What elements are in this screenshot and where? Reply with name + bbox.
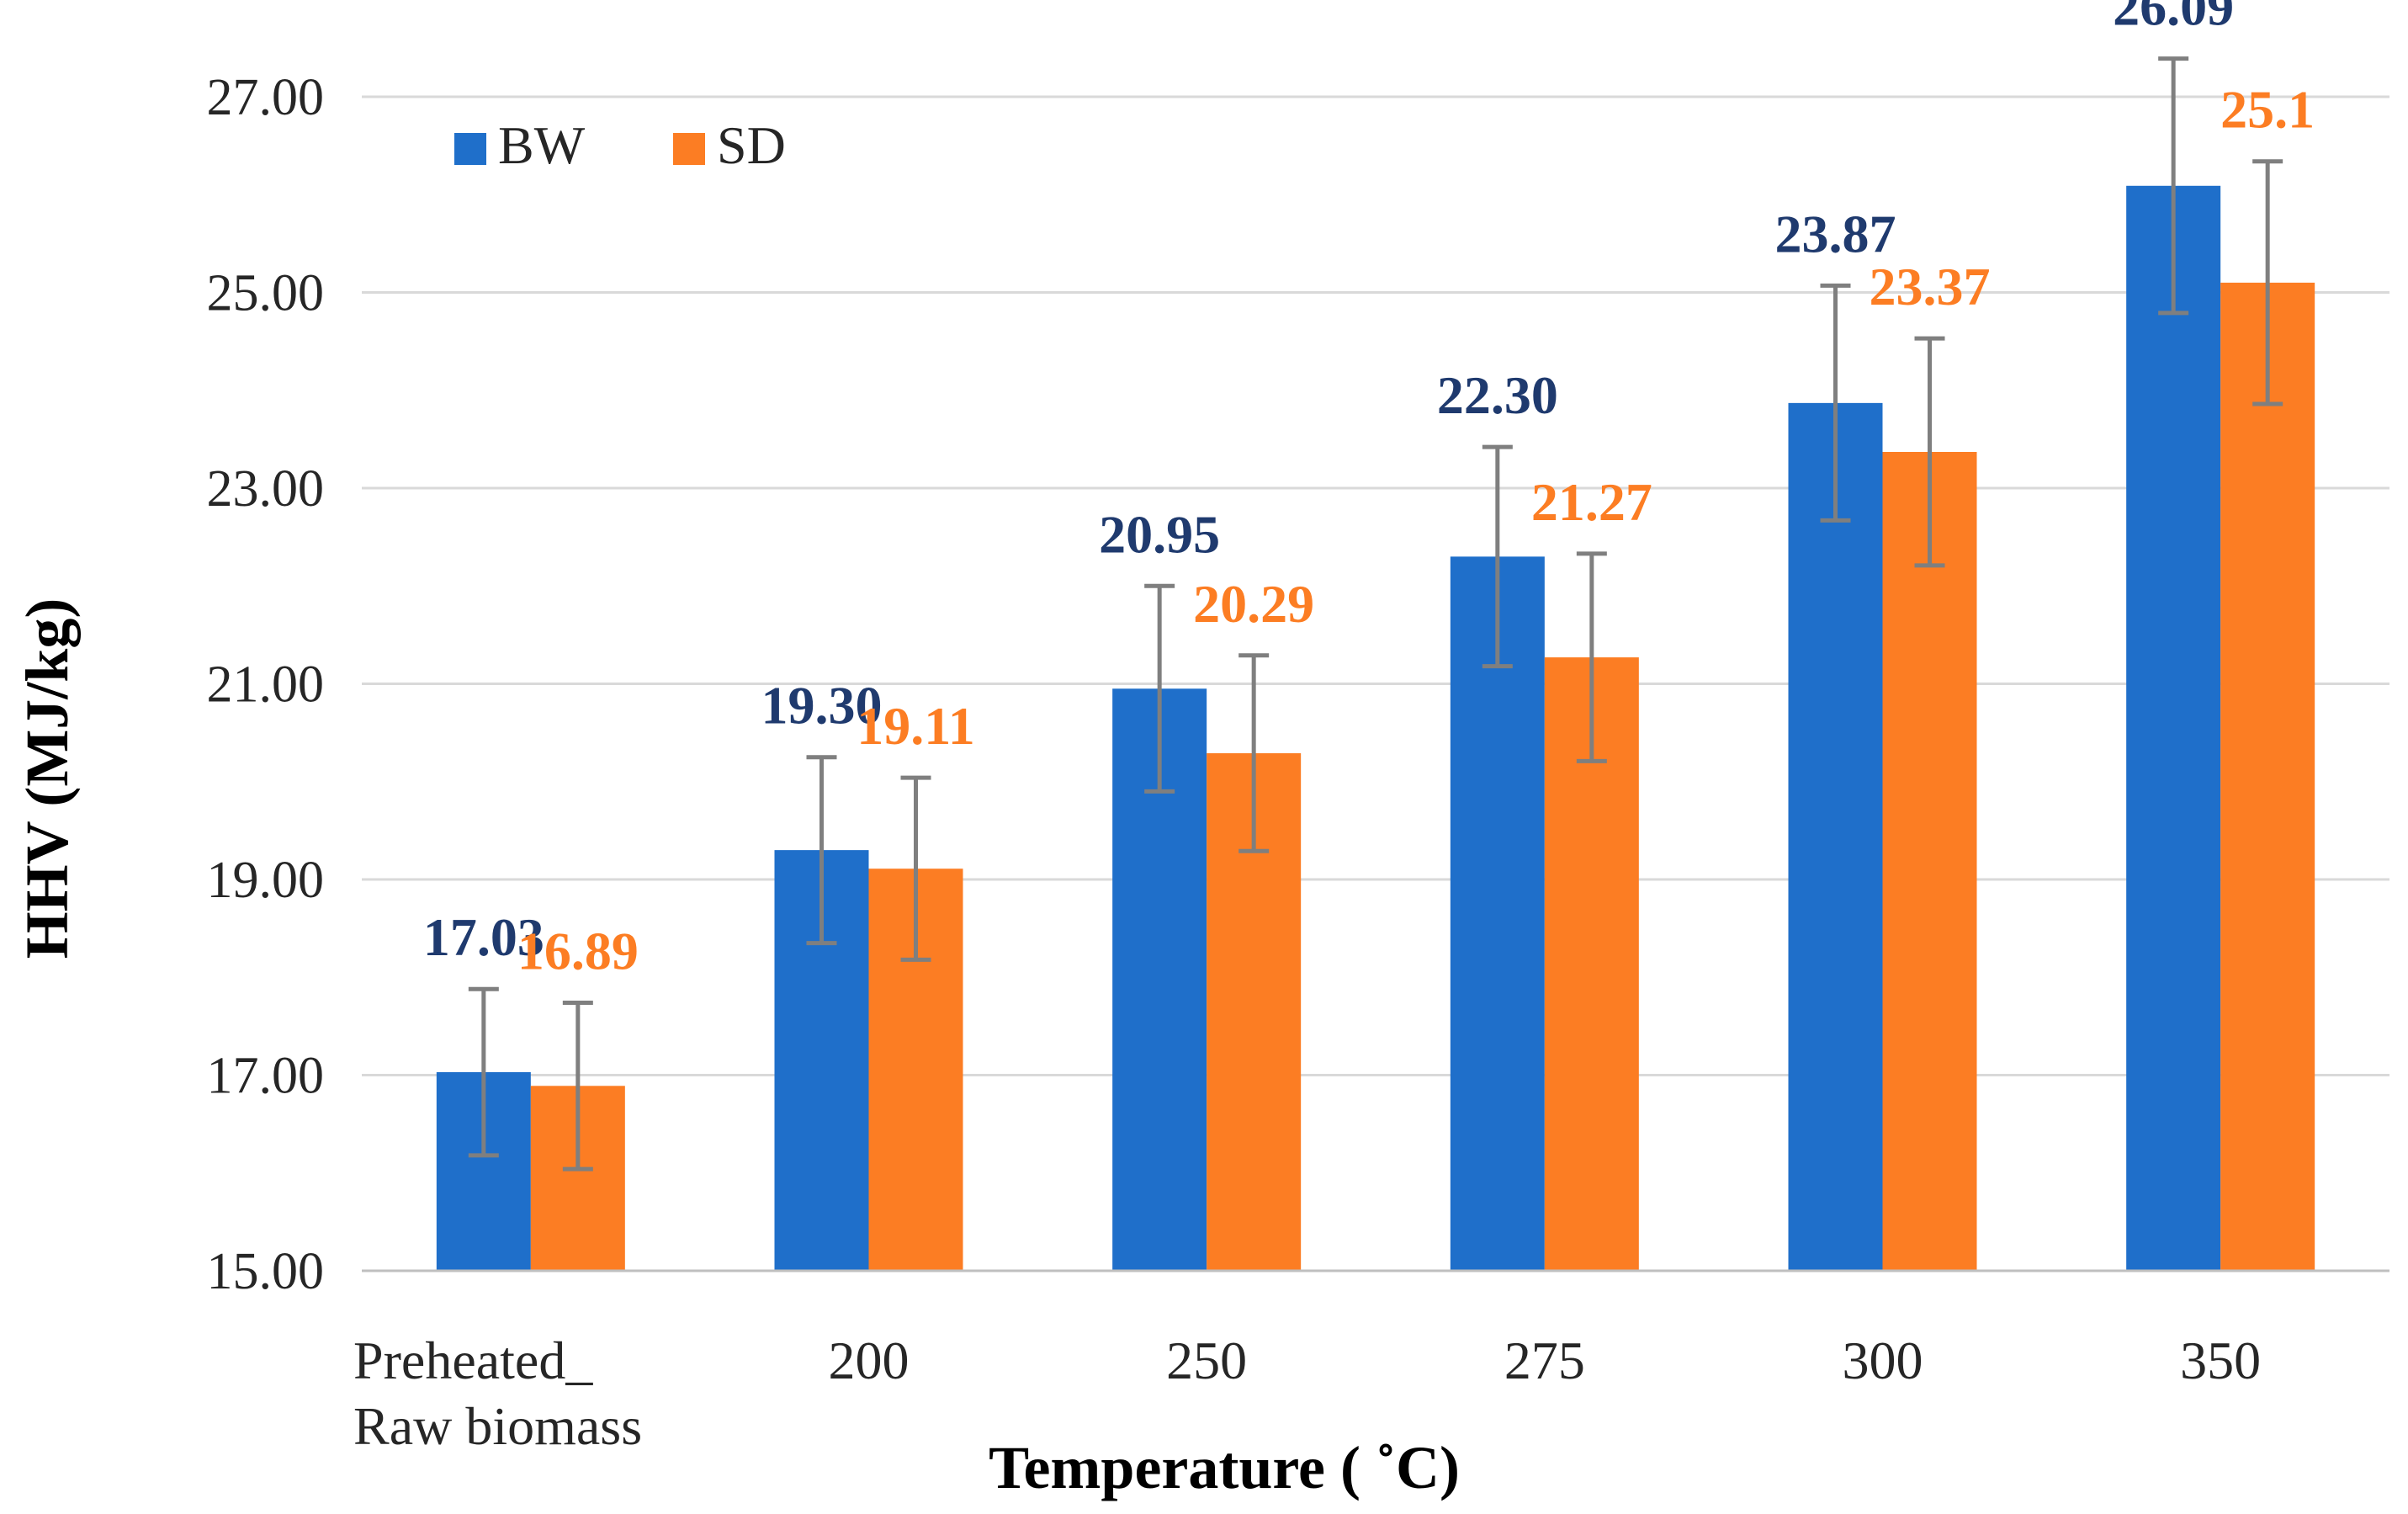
y-tick-label: 23.00 (207, 460, 325, 518)
data-label-bw: 26.09 (2113, 0, 2234, 37)
data-label-bw: 23.87 (1775, 204, 1896, 263)
x-axis-title: Temperature ( ˚C) (989, 1434, 1460, 1501)
bar-bw (1450, 556, 1545, 1271)
y-tick-label: 27.00 (207, 69, 325, 126)
y-tick-label: 17.00 (207, 1048, 325, 1105)
legend-swatch-sd (673, 133, 705, 165)
data-label-sd: 16.89 (517, 921, 639, 980)
legend-label-sd: SD (717, 115, 786, 175)
bar-bw (1788, 402, 1883, 1271)
x-tick-line: 350 (2180, 1331, 2261, 1390)
x-tick-line: 300 (1843, 1331, 1923, 1390)
bar-bw (2126, 185, 2221, 1272)
data-label-sd: 21.27 (1531, 472, 1652, 532)
data-label-sd: 23.37 (1870, 257, 1991, 316)
x-tick-line: 200 (829, 1331, 910, 1390)
x-tick-label: Preheated_ Raw biomass (353, 1331, 642, 1456)
legend: BW SD (454, 115, 786, 175)
y-tick-label: 15.00 (207, 1243, 325, 1300)
y-tick-label: 21.00 (207, 656, 325, 714)
data-label-bw: 20.95 (1099, 504, 1220, 564)
data-label-sd: 25.1 (2220, 80, 2315, 140)
error-bars (468, 56, 2283, 1171)
data-label-sd: 19.11 (857, 696, 974, 756)
x-tick-label: 350 (2180, 1331, 2261, 1390)
y-tick-label: 25.00 (207, 265, 325, 322)
x-tick-line: Preheated_ (353, 1331, 593, 1390)
bar-sd (1882, 451, 1977, 1271)
x-axis-ticks: Preheated_ Raw biomass 200 250 275 300 350 (353, 1331, 2261, 1456)
x-tick-label: 250 (1166, 1331, 1247, 1390)
data-label-bw: 22.30 (1437, 365, 1558, 425)
legend-swatch-bw (454, 133, 486, 165)
x-tick-label: 275 (1504, 1331, 1585, 1390)
x-tick-line: Raw biomass (353, 1396, 642, 1456)
x-tick-line: 250 (1166, 1331, 1247, 1390)
data-label-bw: 17.03 (423, 907, 544, 967)
x-tick-line: 275 (1504, 1331, 1585, 1390)
y-axis-ticks: 15.00 17.00 19.00 21.00 23.00 25.00 27.00 (207, 69, 325, 1300)
gridlines (362, 95, 2389, 1076)
data-label-sd: 20.29 (1193, 574, 1314, 634)
x-tick-label: 300 (1843, 1331, 1923, 1390)
bar-sd (2220, 282, 2315, 1271)
data-label-bw: 19.30 (761, 676, 883, 736)
y-axis-title: HHV (MJ/kg) (13, 598, 81, 959)
y-tick-label: 19.00 (207, 852, 325, 909)
legend-label-bw: BW (498, 115, 586, 175)
bars (436, 185, 2315, 1272)
x-tick-label: 200 (829, 1331, 910, 1390)
